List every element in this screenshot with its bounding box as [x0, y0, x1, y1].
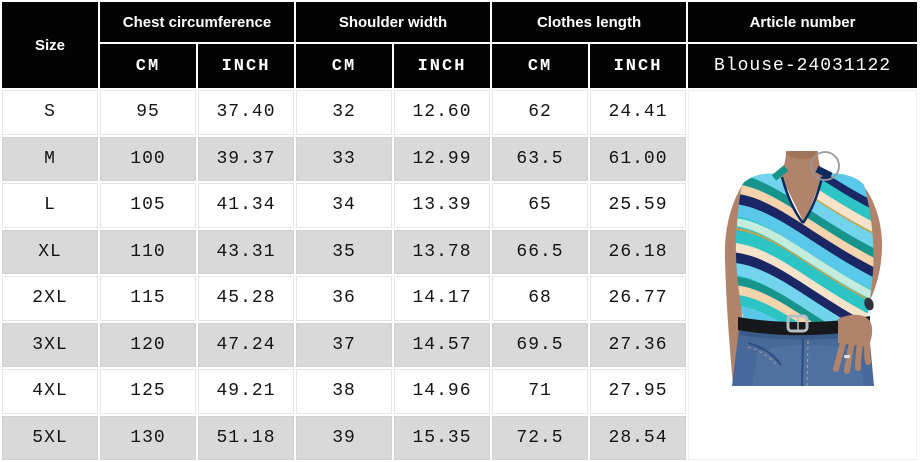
header-row-units: CM INCH CM INCH CM INCH Blouse-24031122 — [2, 44, 918, 88]
shoulder-inch-cell: 14.96 — [394, 369, 491, 414]
length-cm-cell: 72.5 — [492, 415, 589, 460]
shoulder-inch-cell: 13.78 — [394, 229, 491, 274]
shoulder-inch-cell: 14.57 — [394, 322, 491, 367]
size-cell: M — [2, 136, 98, 181]
shoulder-cm-cell: 39 — [296, 415, 392, 460]
article-number-value: Blouse-24031122 — [688, 44, 918, 88]
table-row-l: L 105 41.34 34 13.39 65 25.59 — [2, 183, 917, 228]
length-cm-cell: 62 — [492, 90, 589, 135]
article-number-header: Article number — [688, 2, 918, 42]
size-column-header: Size — [2, 2, 98, 88]
shoulder-cm-cell: 36 — [296, 276, 392, 321]
chest-cm-cell: 120 — [100, 322, 196, 367]
shoulder-cm-cell: 35 — [296, 229, 392, 274]
length-cm-cell: 63.5 — [492, 136, 589, 181]
chest-inch-unit: INCH — [198, 44, 294, 88]
length-cm-cell: 65 — [492, 183, 589, 228]
shoulder-cm-unit: CM — [296, 44, 392, 88]
shoulder-inch-unit: INCH — [394, 44, 491, 88]
clothes-length-header: Clothes length — [492, 2, 687, 42]
chest-inch-cell: 43.31 — [198, 229, 294, 274]
chest-cm-cell: 110 — [100, 229, 196, 274]
shoulder-cm-cell: 37 — [296, 322, 392, 367]
chest-cm-cell: 95 — [100, 90, 196, 135]
size-cell: XL — [2, 229, 98, 274]
table-row-5xl: 5XL 130 51.18 39 15.35 72.5 28.54 — [2, 415, 917, 460]
length-cm-cell: 69.5 — [492, 322, 589, 367]
length-inch-unit: INCH — [590, 44, 687, 88]
table-row-2xl: 2XL 115 45.28 36 14.17 68 26.77 — [2, 276, 917, 321]
shoulder-inch-cell: 12.99 — [394, 136, 491, 181]
chest-cm-cell: 115 — [100, 276, 196, 321]
chest-inch-cell: 45.28 — [198, 276, 294, 321]
shoulder-inch-cell: 15.35 — [394, 415, 491, 460]
table-row-xl: XL 110 43.31 35 13.78 66.5 26.18 — [2, 229, 917, 274]
chest-inch-cell: 47.24 — [198, 322, 294, 367]
length-inch-cell: 26.77 — [590, 276, 687, 321]
length-cm-cell: 68 — [492, 276, 589, 321]
length-inch-cell: 27.95 — [590, 369, 687, 414]
size-cell: S — [2, 90, 98, 135]
length-inch-cell: 28.54 — [590, 415, 687, 460]
shoulder-width-header: Shoulder width — [296, 2, 491, 42]
chest-inch-cell: 39.37 — [198, 136, 294, 181]
chest-cm-cell: 105 — [100, 183, 196, 228]
length-inch-cell: 61.00 — [590, 136, 687, 181]
table-row-m: M 100 39.37 33 12.99 63.5 61.00 — [2, 136, 917, 181]
chest-cm-cell: 125 — [100, 369, 196, 414]
shoulder-inch-cell: 13.39 — [394, 183, 491, 228]
chest-cm-cell: 130 — [100, 415, 196, 460]
blouse-model-illustration — [724, 149, 882, 387]
chest-inch-cell: 41.34 — [198, 183, 294, 228]
table-row-3xl: 3XL 120 47.24 37 14.57 69.5 27.36 — [2, 322, 917, 367]
table-row-4xl: 4XL 125 49.21 38 14.96 71 27.95 — [2, 369, 917, 414]
chest-inch-cell: 51.18 — [198, 415, 294, 460]
shoulder-cm-cell: 33 — [296, 136, 392, 181]
size-cell: 5XL — [2, 415, 98, 460]
size-cell: 3XL — [2, 322, 98, 367]
shoulder-inch-cell: 14.17 — [394, 276, 491, 321]
length-inch-cell: 25.59 — [590, 183, 687, 228]
chest-inch-cell: 49.21 — [198, 369, 294, 414]
product-photo — [718, 149, 888, 387]
length-inch-cell: 27.36 — [590, 322, 687, 367]
header-row-groups: Size Chest circumference Shoulder width … — [2, 2, 918, 88]
product-photo-cell — [688, 90, 918, 460]
chest-cm-cell: 100 — [100, 136, 196, 181]
length-cm-unit: CM — [492, 44, 589, 88]
chest-cm-unit: CM — [100, 44, 196, 88]
length-cm-cell: 66.5 — [492, 229, 589, 274]
length-inch-cell: 24.41 — [590, 90, 687, 135]
shoulder-cm-cell: 34 — [296, 183, 392, 228]
size-cell: L — [2, 183, 98, 228]
table-row-s: S 95 37.40 32 12.60 62 24.41 — [2, 90, 918, 460]
shoulder-cm-cell: 32 — [296, 90, 392, 135]
size-cell: 4XL — [2, 369, 98, 414]
length-inch-cell: 26.18 — [590, 229, 687, 274]
size-cell: 2XL — [2, 276, 98, 321]
shoulder-inch-cell: 12.60 — [394, 90, 491, 135]
shoulder-cm-cell: 38 — [296, 369, 392, 414]
length-cm-cell: 71 — [492, 369, 589, 414]
chest-inch-cell: 37.40 — [198, 90, 294, 135]
chest-circumference-header: Chest circumference — [100, 2, 294, 42]
